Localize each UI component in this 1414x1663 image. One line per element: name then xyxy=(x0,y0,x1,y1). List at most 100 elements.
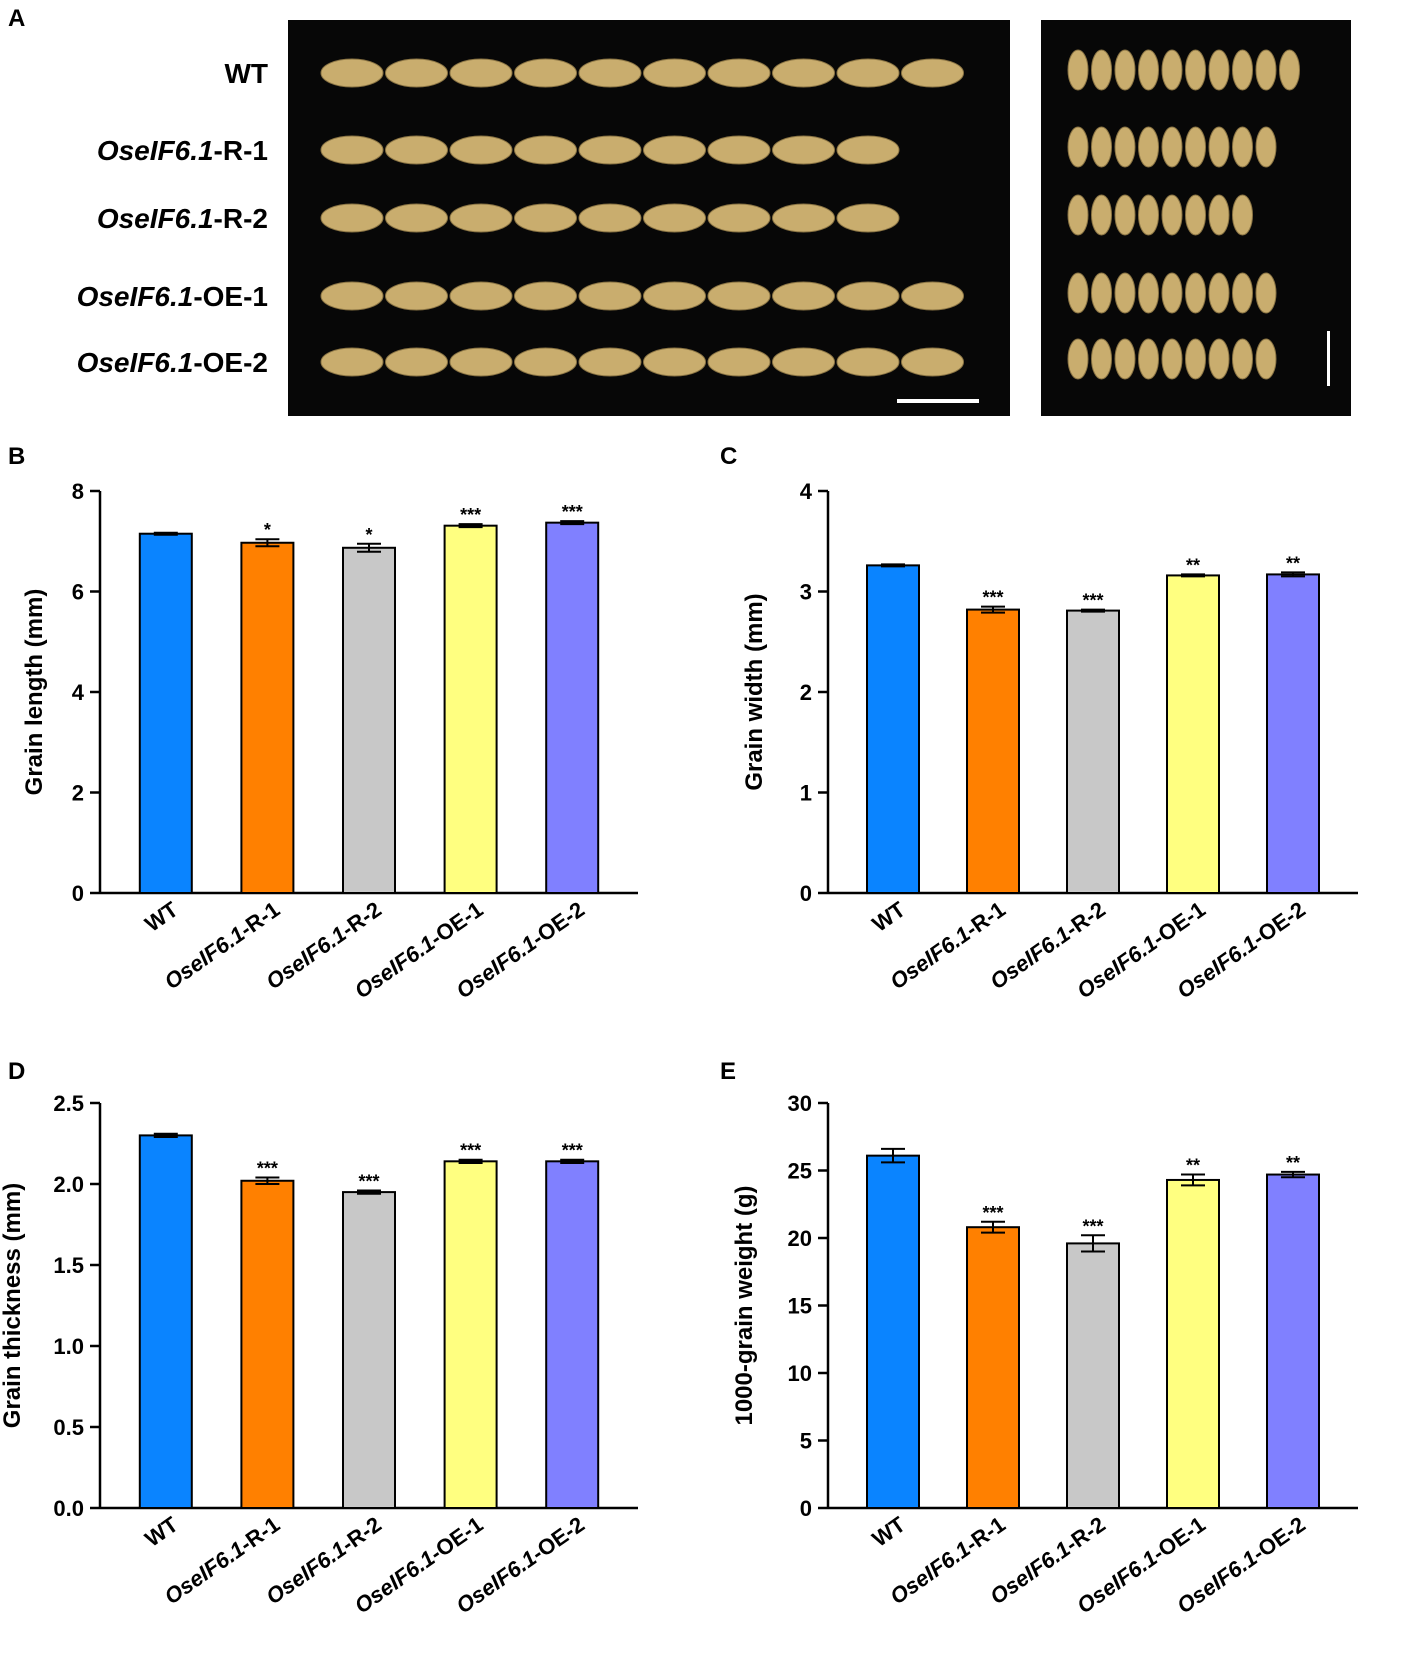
grain-length xyxy=(385,58,448,88)
significance-label: *** xyxy=(460,505,481,525)
grain-width xyxy=(1114,126,1136,168)
grain-length xyxy=(449,347,513,377)
y-tick-label: 8 xyxy=(72,479,84,504)
row-label: OseIF6.1-R-1 xyxy=(97,135,268,166)
y-tick-label: 0 xyxy=(800,881,812,906)
row-label: OseIF6.1-R-2 xyxy=(97,203,268,234)
grain-length xyxy=(514,203,577,233)
grain-length xyxy=(449,135,513,165)
bar xyxy=(545,1160,600,1509)
row-label: OseIF6.1-OE-2 xyxy=(77,347,268,378)
significance-label: *** xyxy=(460,1141,481,1161)
grain-length xyxy=(320,135,384,165)
significance-label: ** xyxy=(1286,553,1300,573)
significance-label: ** xyxy=(1186,555,1200,575)
y-tick-label: 6 xyxy=(72,580,84,605)
grain-width xyxy=(1208,338,1230,380)
grain-width xyxy=(1138,126,1159,168)
scale-bar-width xyxy=(1327,331,1330,386)
significance-label: ** xyxy=(1286,1153,1300,1173)
y-tick-label: 0 xyxy=(72,881,84,906)
grain-length xyxy=(707,347,771,377)
y-axis-label: 1000-grain weight (g) xyxy=(731,1185,758,1425)
grain-width xyxy=(1138,338,1159,380)
grain-length xyxy=(320,203,384,233)
bar xyxy=(240,541,295,894)
grain-width xyxy=(1232,194,1253,236)
significance-label: *** xyxy=(1082,1216,1103,1236)
y-tick-label: 0.0 xyxy=(53,1496,84,1521)
x-tick-label: WT xyxy=(868,896,911,936)
grain-length xyxy=(320,58,384,88)
grain-length xyxy=(385,203,448,233)
grain-length xyxy=(836,135,900,165)
grain-width xyxy=(1232,338,1253,380)
panel-label: B xyxy=(8,443,25,470)
grain-length xyxy=(385,135,448,165)
y-tick-label: 15 xyxy=(788,1294,812,1319)
row-label: WT xyxy=(224,58,268,89)
grain-width xyxy=(1091,49,1112,91)
grain-length xyxy=(901,281,964,311)
grain-length xyxy=(514,347,577,377)
grain-length xyxy=(514,281,577,311)
grain-width xyxy=(1208,126,1230,168)
grain-length xyxy=(449,58,513,88)
bar xyxy=(1166,574,1220,894)
grain-width xyxy=(1067,126,1089,168)
grain-length xyxy=(836,347,900,377)
y-tick-label: 1.5 xyxy=(53,1253,84,1278)
panel-label: C xyxy=(720,443,737,470)
bar xyxy=(443,1160,498,1509)
grain-length xyxy=(385,347,448,377)
grain-width xyxy=(1067,338,1089,380)
x-tick-label: WT xyxy=(140,1511,183,1551)
grain-length xyxy=(578,58,642,88)
grain-length xyxy=(578,347,642,377)
grain-length xyxy=(643,135,706,165)
grain-width xyxy=(1067,49,1089,91)
panel-label: D xyxy=(8,1058,25,1085)
grain-width xyxy=(1185,272,1206,314)
grain-width xyxy=(1114,338,1136,380)
grain-length xyxy=(772,347,835,377)
bar xyxy=(1066,1242,1120,1510)
bar xyxy=(1266,1173,1320,1510)
y-tick-label: 2.0 xyxy=(53,1172,84,1197)
bar xyxy=(866,564,920,894)
bar xyxy=(866,1154,920,1510)
grain-length xyxy=(707,203,771,233)
grain-width xyxy=(1208,49,1230,91)
grain-length xyxy=(578,281,642,311)
grain-width xyxy=(1185,126,1206,168)
bar xyxy=(138,1134,193,1510)
grain-length xyxy=(836,203,900,233)
y-tick-label: 20 xyxy=(788,1226,812,1251)
grain-width xyxy=(1255,338,1277,380)
grain-length xyxy=(901,347,964,377)
panel-label: E xyxy=(720,1058,736,1085)
chart-d: D 0.0 0.5 1.0 1.5 2.0 2.5 Grain thickness (mm) W… xyxy=(0,1058,638,1618)
grain-width xyxy=(1067,272,1089,314)
grain-length xyxy=(901,58,964,88)
grain-width xyxy=(1114,194,1136,236)
y-tick-label: 3 xyxy=(800,580,812,605)
y-tick-label: 4 xyxy=(72,680,85,705)
y-tick-label: 25 xyxy=(788,1159,812,1184)
grain-width xyxy=(1232,49,1253,91)
grain-width xyxy=(1138,272,1159,314)
significance-label: *** xyxy=(982,1203,1003,1223)
y-axis-label: Grain thickness (mm) xyxy=(0,1183,26,1428)
scale-bar-length xyxy=(897,399,979,403)
grain-width xyxy=(1208,194,1230,236)
grain-width xyxy=(1091,126,1112,168)
grain-width xyxy=(1138,49,1159,91)
grain-length xyxy=(320,281,384,311)
grain-width xyxy=(1091,338,1112,380)
grain-width xyxy=(1161,338,1183,380)
grain-width xyxy=(1091,272,1112,314)
